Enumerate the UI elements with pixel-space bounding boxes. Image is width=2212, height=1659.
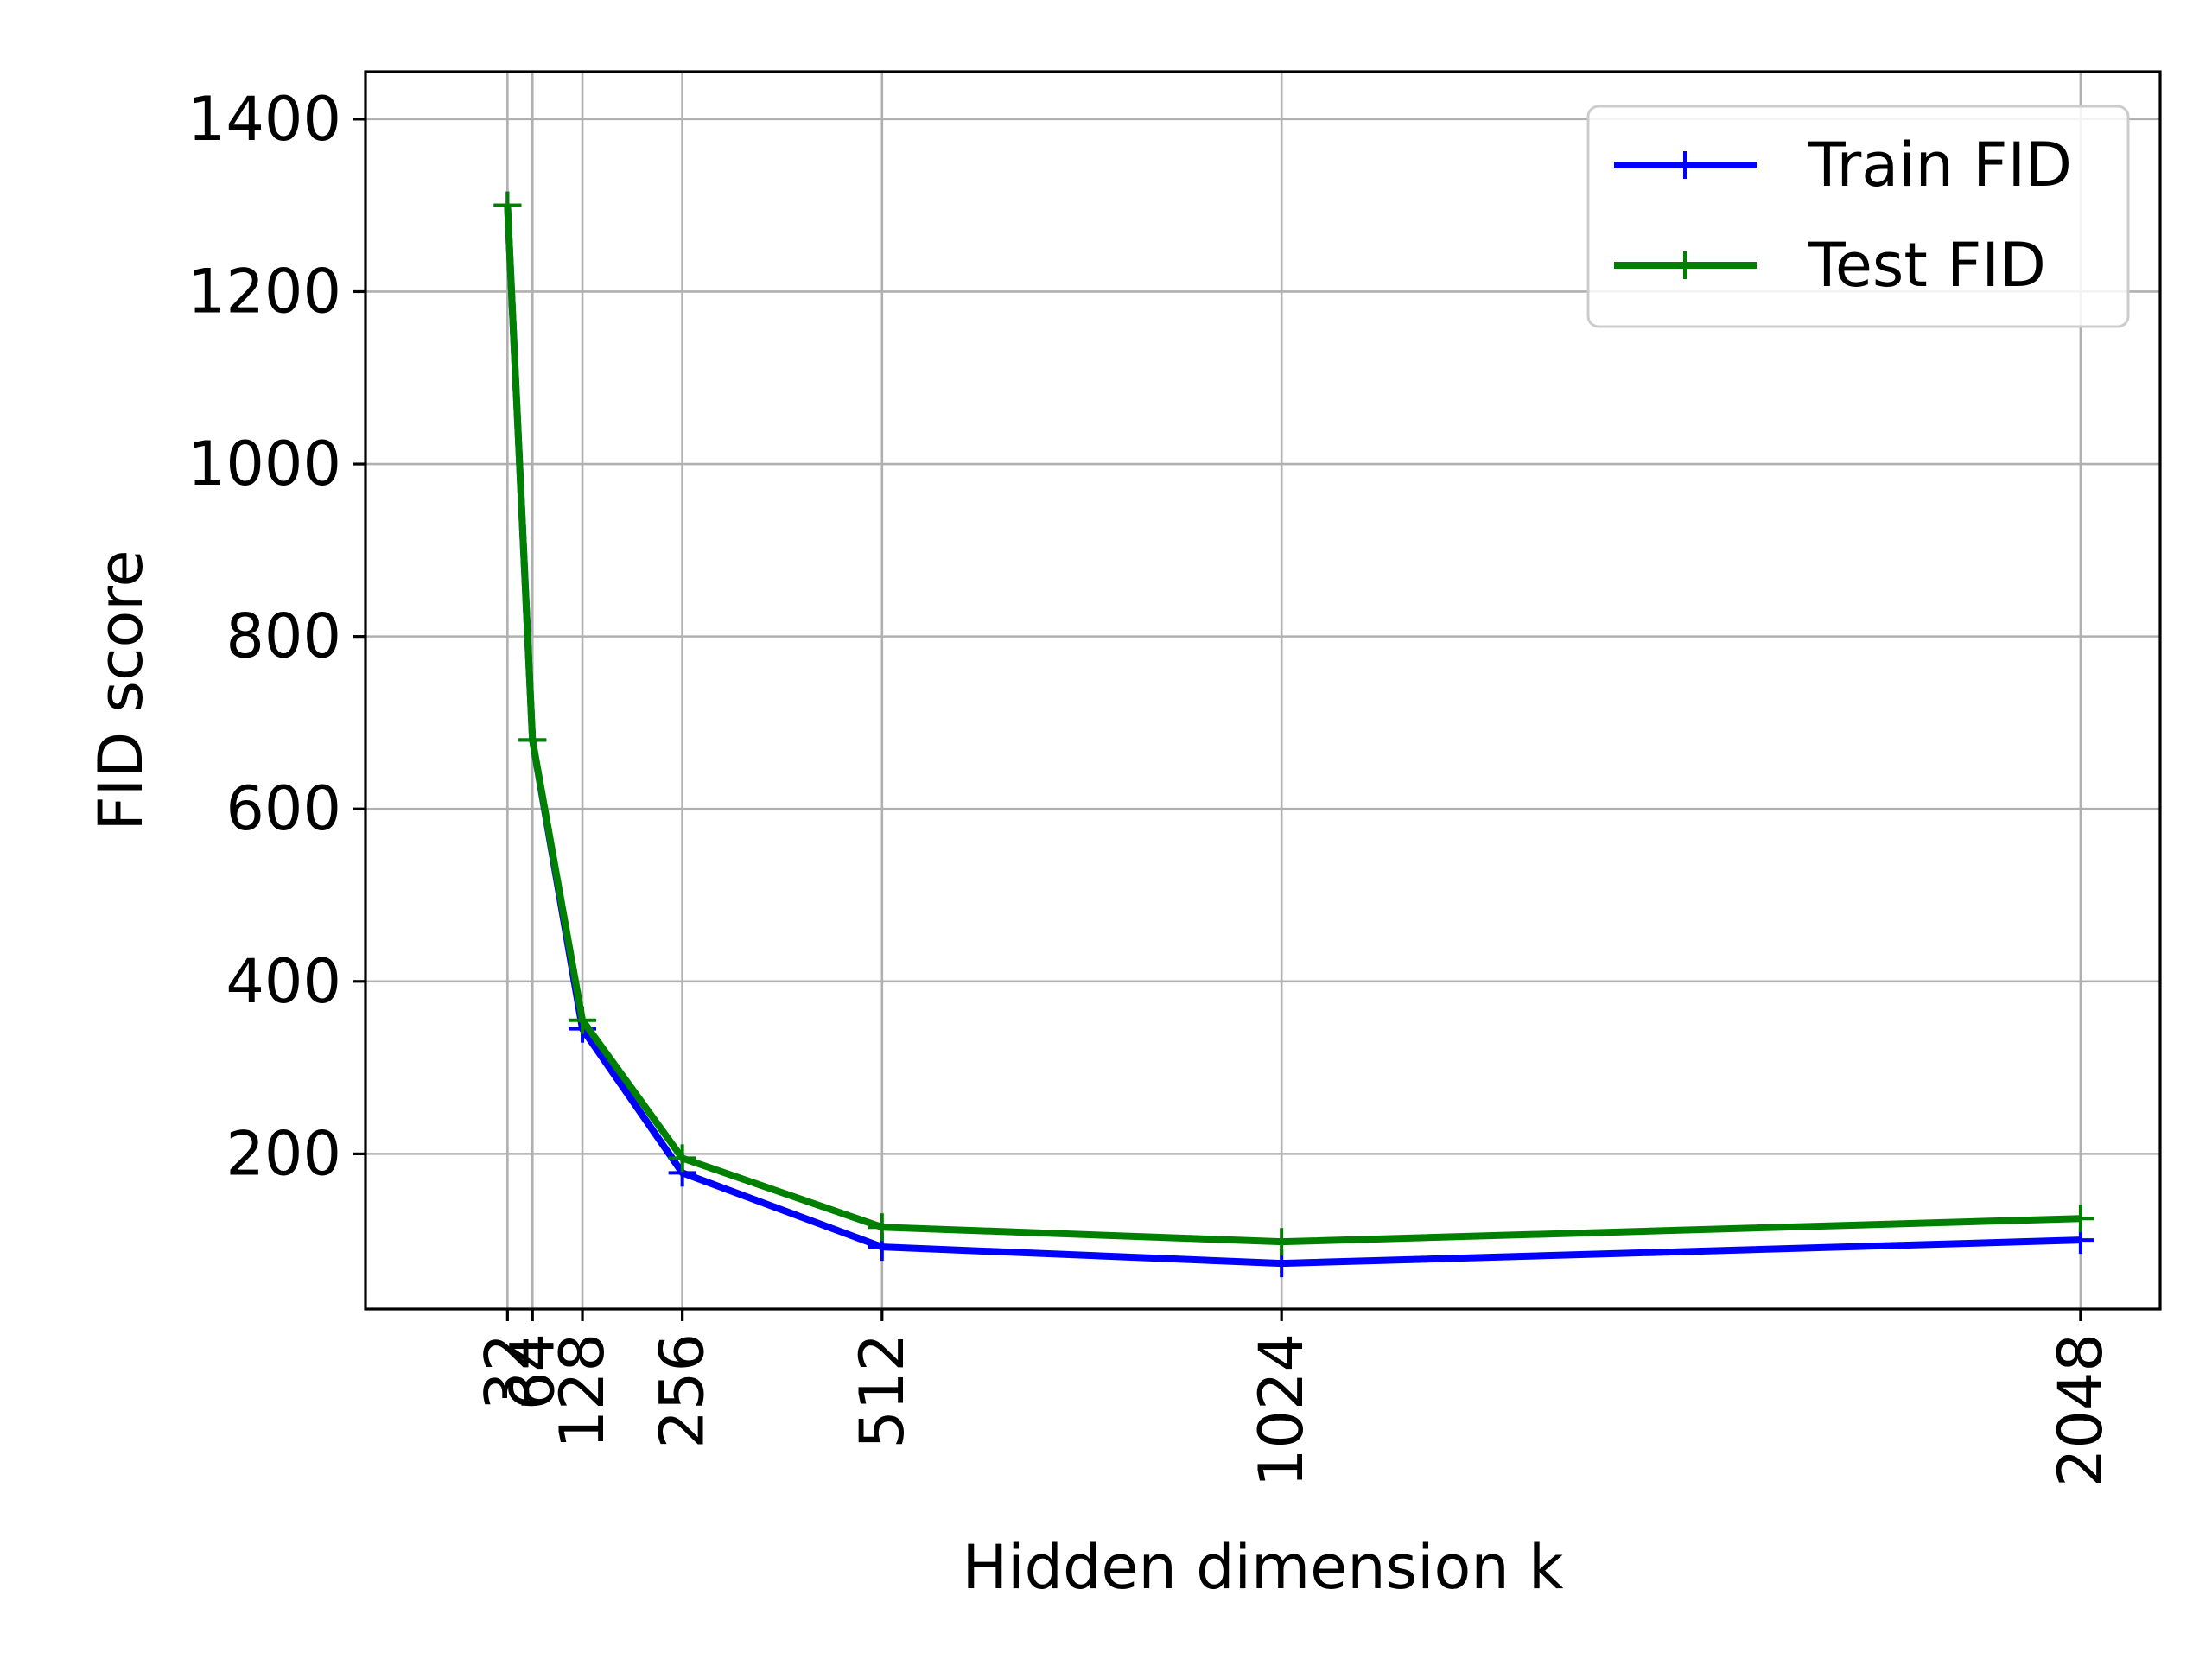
x-tick-label: 256 bbox=[647, 1333, 718, 1449]
y-tick-label: 1200 bbox=[188, 256, 341, 327]
data-point bbox=[493, 191, 522, 219]
y-tick-label: 400 bbox=[226, 946, 341, 1017]
legend-label: Train FID bbox=[1808, 130, 2072, 200]
x-tick-label: 64 bbox=[497, 1333, 568, 1410]
y-tick-label: 800 bbox=[226, 601, 341, 672]
data-point bbox=[2066, 1205, 2094, 1233]
plot-frame bbox=[364, 70, 2162, 1311]
series-group bbox=[493, 191, 2094, 1278]
legend-item: Train FID bbox=[1614, 130, 2072, 200]
legend-box bbox=[1586, 105, 2130, 328]
data-point bbox=[1268, 1228, 1296, 1256]
data-point bbox=[668, 1144, 696, 1173]
legend: Train FID Test FID bbox=[1586, 105, 2130, 328]
x-tick-label: 128 bbox=[547, 1333, 618, 1449]
series-1 bbox=[493, 191, 2094, 1278]
data-point bbox=[868, 1213, 896, 1242]
data-point bbox=[569, 1006, 597, 1034]
legend-label: Test FID bbox=[1808, 230, 2046, 301]
y-tick-label: 600 bbox=[226, 773, 341, 844]
series-line bbox=[504, 205, 2082, 1268]
series-line bbox=[504, 205, 2082, 1246]
x-tick-label: 1024 bbox=[1246, 1333, 1317, 1487]
y-tick-label: 1400 bbox=[188, 84, 341, 155]
y-axis-label: FID score bbox=[86, 550, 156, 830]
series-2 bbox=[493, 191, 2094, 1256]
x-tick-label: 32 bbox=[472, 1333, 543, 1410]
legend-item: Test FID bbox=[1614, 230, 2046, 301]
data-point bbox=[518, 726, 547, 754]
x-axis-label: Hidden dimension k bbox=[962, 1532, 1563, 1603]
y-tick-label: 1000 bbox=[188, 429, 341, 499]
x-tick-label: 512 bbox=[847, 1333, 918, 1449]
x-tick-label: 2048 bbox=[2045, 1333, 2116, 1487]
y-tick-label: 200 bbox=[226, 1118, 341, 1189]
